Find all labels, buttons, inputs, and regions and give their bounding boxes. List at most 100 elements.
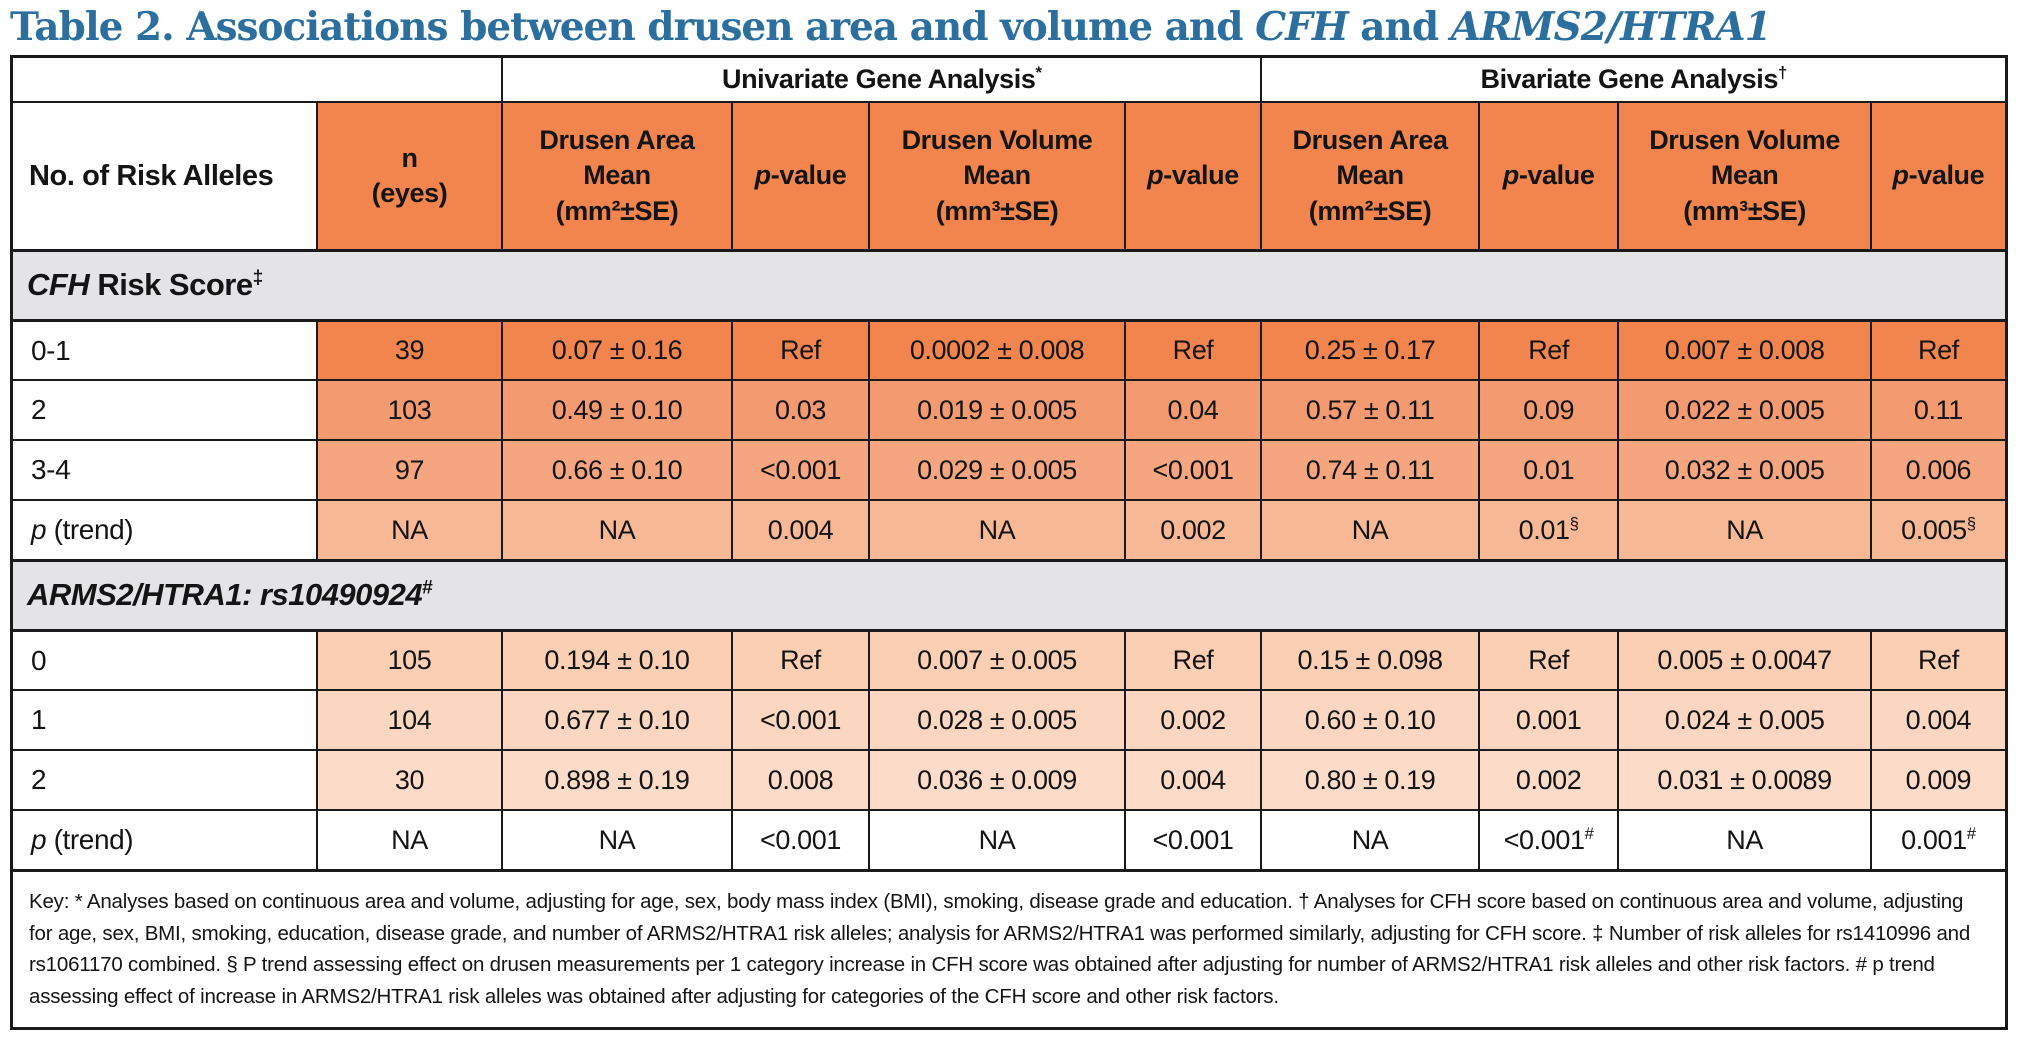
column-header-row: No. of Risk Alleles n (eyes) Drusen Area M… — [10, 101, 2008, 252]
data-cell: NA — [1260, 809, 1480, 872]
cell-value: 0.49 ± 0.10 — [551, 394, 683, 425]
data-cell: Ref — [730, 319, 871, 382]
cell-value: Ref — [1917, 335, 1959, 366]
column-header: p-value — [1477, 101, 1620, 252]
cell-value: NA — [1351, 824, 1389, 855]
table-row: p (trend) NA NA <0.001 NA <0.001 NA <0.001# NA 0.… — [10, 809, 2008, 872]
data-cell: <0.001# — [1477, 809, 1620, 872]
cell-value: 0.031 ± 0.0089 — [1657, 764, 1832, 795]
cell-value: NA — [391, 514, 428, 545]
superscript-mark: * — [1035, 63, 1043, 83]
cell-value: 0.60 ± 0.10 — [1304, 704, 1436, 735]
data-cell: 0.004 — [1869, 689, 2008, 752]
data-cell: 0.66 ± 0.10 — [501, 439, 733, 502]
row-label: 0-1 — [10, 319, 318, 382]
data-cell: 0.04 — [1123, 379, 1263, 442]
cell-value: 0.022 ± 0.005 — [1664, 394, 1825, 425]
cell-value: 0.004 — [1905, 704, 1972, 735]
cell-value: 0.66 ± 0.10 — [551, 454, 683, 485]
data-cell: 0.80 ± 0.19 — [1260, 749, 1480, 812]
cell-value: 0.25 ± 0.17 — [1304, 335, 1436, 366]
row-label-text: 0-1 — [31, 334, 71, 366]
data-cell: 0.002 — [1123, 689, 1263, 752]
superscript-mark: # — [1584, 823, 1594, 843]
cell-value: 0.0002 ± 0.008 — [909, 335, 1085, 366]
column-header-label: Drusen Volume Mean (mm³±SE) — [1649, 124, 1841, 226]
title-part: CFH — [1255, 4, 1349, 50]
column-header-label: -value — [1163, 160, 1239, 191]
data-cell: 0.60 ± 0.10 — [1260, 689, 1480, 752]
data-cell: 0.898 ± 0.19 — [501, 749, 733, 812]
row-label: p (trend) — [10, 809, 318, 872]
cell-value: 0.04 — [1167, 394, 1219, 425]
data-cell: 0.005 ± 0.0047 — [1617, 629, 1872, 692]
data-cell: 0.028 ± 0.005 — [868, 689, 1126, 752]
cell-value: NA — [598, 824, 636, 855]
cell-value: Ref — [780, 335, 821, 366]
cell-value: 97 — [394, 454, 425, 485]
cell-value: 0.01 — [1518, 514, 1570, 545]
group-header-row: Univariate Gene Analysis* Bivariate Gene … — [10, 55, 2008, 104]
cell-value: 0.15 ± 0.098 — [1297, 645, 1444, 676]
cell-value: 0.002 — [1160, 704, 1226, 735]
data-cell: 0.022 ± 0.005 — [1617, 379, 1872, 442]
column-header-label: -value — [1908, 160, 1985, 191]
column-header: p-value — [730, 101, 871, 252]
column-header-italic: p — [754, 160, 771, 191]
cell-value: 0.036 ± 0.009 — [917, 764, 1077, 795]
cell-value: 0.008 — [767, 764, 834, 795]
row-label-text: (trend) — [46, 824, 134, 856]
cell-value: Ref — [1917, 645, 1959, 676]
row-label-text: 2 — [31, 764, 47, 796]
row-label-text: 3-4 — [31, 454, 71, 486]
cell-value: 0.677 ± 0.10 — [544, 704, 690, 735]
cell-value: NA — [978, 824, 1016, 855]
data-cell: 0.007 ± 0.005 — [868, 629, 1126, 692]
table-row: 3-4 97 0.66 ± 0.10 <0.001 0.029 ± 0.005 <0.00… — [10, 439, 2008, 502]
cell-value: NA — [1726, 824, 1763, 855]
data-cell: 0.01§ — [1477, 499, 1620, 562]
cell-value: 0.09 — [1523, 394, 1575, 425]
data-cell: 0.0002 ± 0.008 — [868, 319, 1126, 382]
data-cell: NA — [501, 499, 733, 562]
row-label-text: 0 — [31, 644, 47, 676]
table-row: 0 105 0.194 ± 0.10 Ref 0.007 ± 0.005 Ref 0.15 … — [10, 629, 2008, 692]
cell-value: 0.002 — [1515, 764, 1582, 795]
column-header: p-value — [1869, 101, 2008, 252]
column-header: Drusen Area Mean (mm²±SE) — [1260, 101, 1480, 252]
table-row: 2 103 0.49 ± 0.10 0.03 0.019 ± 0.005 0.04 0.57… — [10, 379, 2008, 442]
column-header-risk-alleles: No. of Risk Alleles — [10, 101, 318, 252]
row-label-text: 2 — [31, 394, 47, 426]
cell-value: 0.009 — [1905, 764, 1972, 795]
data-cell: 0.194 ± 0.10 — [501, 629, 733, 692]
section-header-row: CFH Risk Score‡ — [10, 248, 2008, 322]
cell-value: 0.002 — [1160, 514, 1226, 545]
data-cell: NA — [1617, 499, 1872, 562]
data-cell: 0.024 ± 0.005 — [1617, 689, 1872, 752]
section-header-row: ARMS2/HTRA1: rs10490924# — [10, 558, 2008, 632]
data-cell: NA — [501, 809, 733, 872]
cell-value: 0.80 ± 0.19 — [1304, 764, 1436, 795]
data-cell: Ref — [1123, 629, 1263, 692]
data-cell: Ref — [1477, 319, 1620, 382]
cell-value: <0.001 — [760, 704, 841, 735]
cell-value: 0.005 ± 0.0047 — [1657, 645, 1832, 676]
cell-value: 0.001 — [1901, 824, 1967, 855]
section-header-italic: CFH — [27, 267, 90, 303]
data-cell: 0.004 — [730, 499, 871, 562]
data-cell: 0.57 ± 0.11 — [1260, 379, 1480, 442]
cell-value: 105 — [387, 645, 432, 676]
table-row: p (trend) NA NA 0.004 NA 0.002 NA 0.01§ NA 0.005§ — [10, 499, 2008, 562]
cell-value: Ref — [1172, 645, 1214, 676]
cell-value: 103 — [387, 394, 432, 425]
group-header-label: Univariate Gene Analysis — [721, 64, 1036, 95]
row-label: 1 — [10, 689, 318, 752]
cell-value: 0.57 ± 0.11 — [1305, 394, 1435, 425]
cell-value: 0.001 — [1515, 704, 1582, 735]
cell-value: 39 — [394, 335, 425, 366]
cell-value: NA — [598, 514, 636, 545]
group-header-bivariate: Bivariate Gene Analysis† — [1260, 55, 2008, 104]
cell-value: 30 — [394, 764, 425, 795]
data-cell: 0.031 ± 0.0089 — [1617, 749, 1872, 812]
data-cell: 0.25 ± 0.17 — [1260, 319, 1480, 382]
